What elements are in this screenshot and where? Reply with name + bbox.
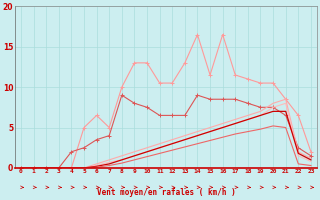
- X-axis label: Vent moyen/en rafales ( km/h ): Vent moyen/en rafales ( km/h ): [97, 188, 235, 197]
